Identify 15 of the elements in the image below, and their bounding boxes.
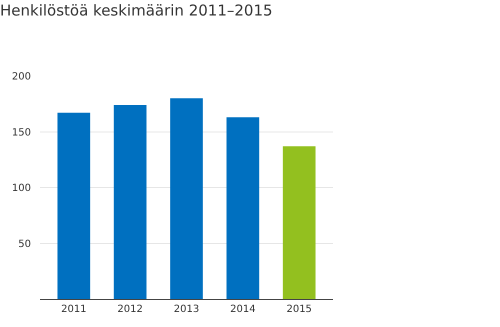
bar — [282, 146, 316, 299]
x-tick-label: 2013 — [174, 304, 200, 315]
x-tick-label: 2015 — [286, 304, 312, 315]
bar — [114, 104, 146, 299]
x-tick-label: 2011 — [61, 304, 87, 315]
y-tick-label: 100 — [12, 183, 31, 194]
chart-title: Henkilöstöä keskimäärin 2011–2015 — [0, 1, 273, 20]
bar — [170, 98, 203, 299]
x-tick-label: 2014 — [230, 304, 256, 315]
bar — [57, 112, 90, 299]
bar — [226, 117, 260, 299]
y-tick-label: 50 — [18, 238, 31, 250]
x-tick-label: 2012 — [117, 304, 143, 315]
y-tick-label: 150 — [12, 127, 31, 138]
y-tick-label: 200 — [12, 72, 31, 82]
